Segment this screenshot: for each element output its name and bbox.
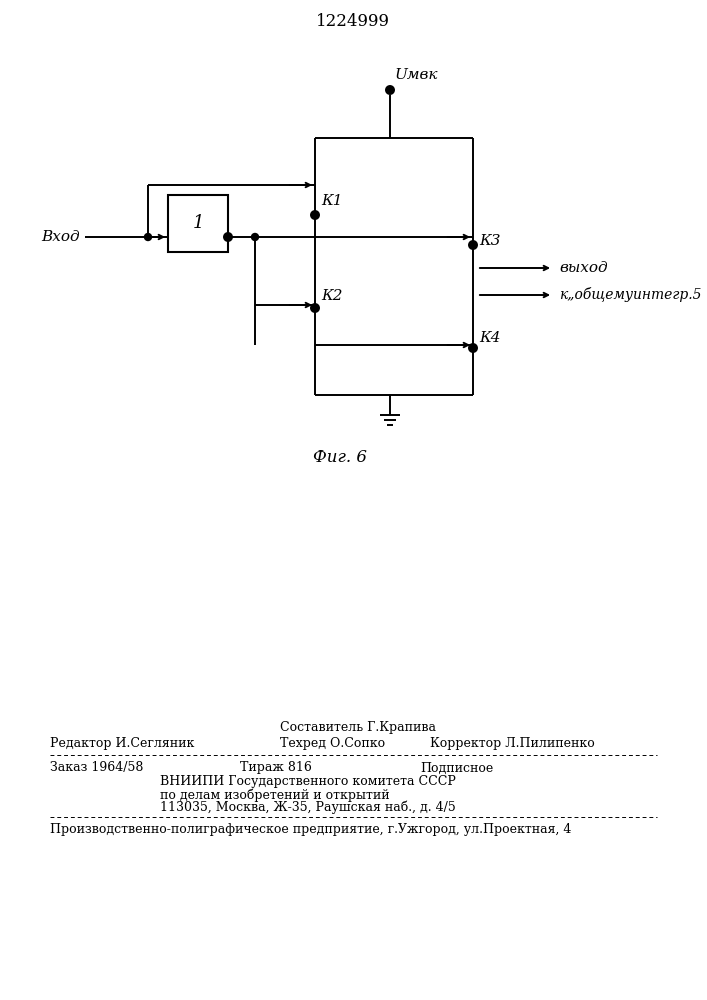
Text: ВНИИПИ Государственного комитета СССР: ВНИИПИ Государственного комитета СССР (160, 776, 456, 788)
Text: по делам изобретений и открытий: по делам изобретений и открытий (160, 788, 390, 802)
Text: выход: выход (559, 261, 607, 275)
Text: К3: К3 (479, 234, 501, 248)
Circle shape (311, 211, 319, 219)
Circle shape (386, 86, 394, 94)
Bar (168, 195, 228, 252)
Text: Uмвк: Uмвк (395, 68, 438, 82)
Text: 1224999: 1224999 (316, 13, 390, 30)
Text: Тираж 816: Тираж 816 (240, 762, 312, 774)
Text: Составитель Г.Крапива: Составитель Г.Крапива (280, 722, 436, 734)
Text: Производственно-полиграфическое предприятие, г.Ужгород, ул.Проектная, 4: Производственно-полиграфическое предприя… (50, 824, 571, 836)
Text: Фиг. 6: Фиг. 6 (313, 450, 367, 466)
Circle shape (252, 233, 259, 240)
Circle shape (469, 241, 477, 249)
Text: Заказ 1964/58: Заказ 1964/58 (50, 762, 144, 774)
Text: К2: К2 (321, 289, 342, 303)
Text: 113035, Москва, Ж-35, Раушская наб., д. 4/5: 113035, Москва, Ж-35, Раушская наб., д. … (160, 800, 456, 814)
Circle shape (469, 344, 477, 352)
Text: Вход: Вход (42, 230, 80, 244)
Circle shape (224, 233, 232, 241)
Text: Подписное: Подписное (420, 762, 493, 774)
Text: Техред О.Сопко: Техред О.Сопко (280, 738, 385, 750)
Circle shape (311, 304, 319, 312)
Text: К1: К1 (321, 194, 342, 208)
Text: к„общемуинтегр.5: к„общемуинтегр.5 (559, 288, 701, 302)
Text: 1: 1 (192, 215, 204, 232)
Circle shape (144, 233, 151, 240)
Text: Корректор Л.Пилипенко: Корректор Л.Пилипенко (430, 738, 595, 750)
Text: К4: К4 (479, 331, 501, 345)
Text: Редактор И.Сегляник: Редактор И.Сегляник (50, 738, 194, 750)
